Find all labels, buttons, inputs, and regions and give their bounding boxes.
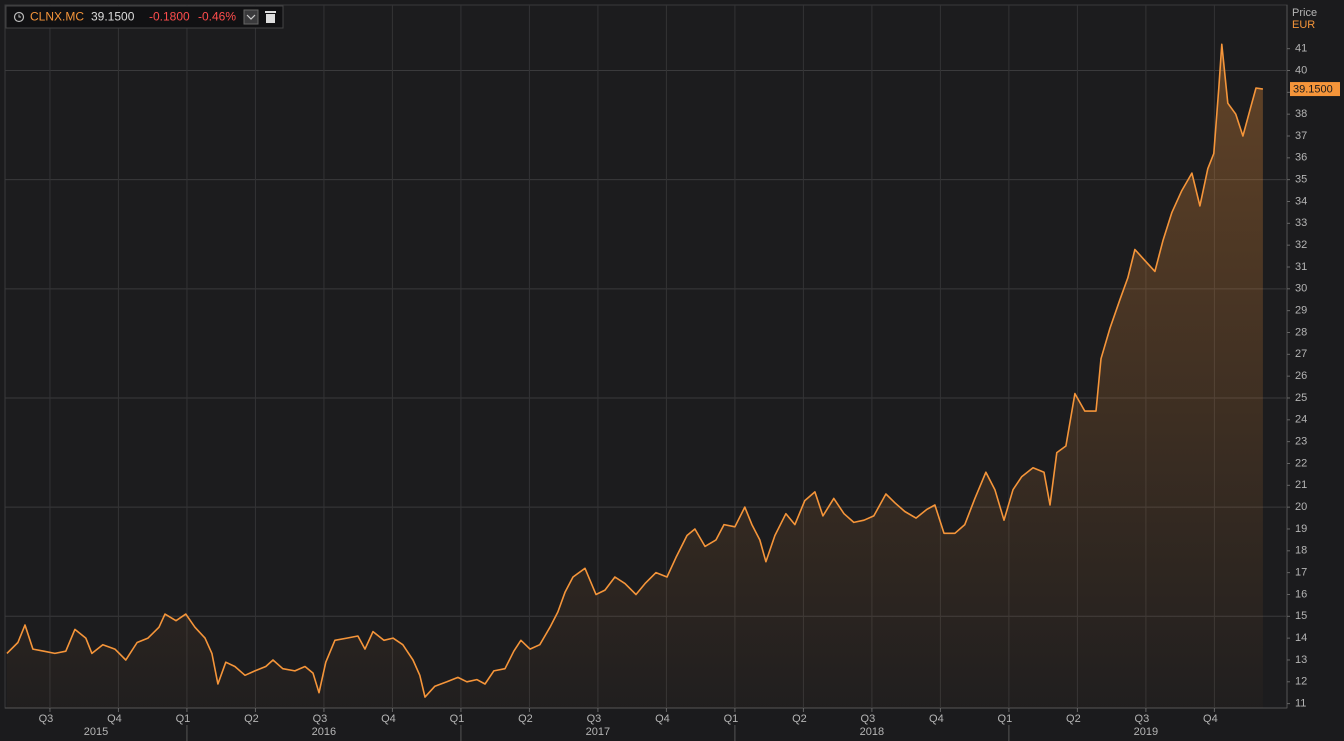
last-price: 39.1500	[91, 10, 135, 24]
price-line	[6, 43, 1264, 698]
x-tick-label: Q4	[107, 713, 122, 725]
y-tick-label: 25	[1295, 392, 1307, 404]
x-tick-label: Q3	[587, 713, 602, 725]
change: -0.1800	[149, 10, 190, 24]
y-tick-label: 15	[1295, 610, 1307, 622]
x-tick-label: Q3	[39, 713, 54, 725]
y-tick-label: 31	[1295, 261, 1307, 273]
delete-button[interactable]	[265, 11, 276, 23]
y-tick-label: 28	[1295, 326, 1307, 338]
year-label: 2016	[312, 726, 336, 738]
y-tick-label: 34	[1295, 195, 1307, 207]
y-tick-label: 13	[1295, 654, 1307, 666]
clock-icon	[13, 11, 25, 23]
y-tick-label: 32	[1295, 239, 1307, 251]
x-tick-label: Q3	[861, 713, 876, 725]
y-tick-label: 21	[1295, 479, 1307, 491]
y-tick-label: 41	[1295, 43, 1307, 55]
y-tick-label: 40	[1295, 64, 1307, 76]
last-value-label: 39.1500	[1293, 83, 1333, 95]
y-tick-label: 23	[1295, 436, 1307, 448]
x-tick-label: Q1	[176, 713, 191, 725]
y-tick-label: 26	[1295, 370, 1307, 382]
y-tick-label: 38	[1295, 108, 1307, 120]
x-tick-label: Q4	[381, 713, 396, 725]
y-tick-label: 19	[1295, 523, 1307, 535]
header-box	[5, 5, 284, 29]
x-tick-label: Q2	[792, 713, 807, 725]
y-tick-label: 11	[1295, 698, 1306, 710]
symbol: CLNX.MC	[30, 10, 84, 24]
y-tick-label: 20	[1295, 501, 1307, 513]
y-tick-label: 37	[1295, 130, 1307, 142]
x-tick-label: Q4	[655, 713, 670, 725]
y-tick-label: 12	[1295, 676, 1307, 688]
x-tick-label: Q3	[313, 713, 328, 725]
legend-header: CLNX.MC 39.1500 -0.1800 -0.46%	[5, 5, 284, 29]
area	[6, 44, 1263, 709]
x-tick-label: Q1	[724, 713, 739, 725]
y-axis-label: Price	[1292, 7, 1317, 19]
x-tick-label: Q4	[1203, 713, 1218, 725]
year-label: 2017	[586, 726, 610, 738]
x-tick-label: Q2	[1066, 713, 1081, 725]
x-tick-label: Q3	[1135, 713, 1150, 725]
y-tick-label: 27	[1295, 348, 1307, 360]
dropdown-button[interactable]	[243, 9, 259, 25]
y-tick-label: 16	[1295, 588, 1307, 600]
y-tick-label: 29	[1295, 305, 1307, 317]
trash-body	[266, 14, 275, 23]
y-tick-label: 14	[1295, 632, 1307, 644]
x-tick-label: Q2	[518, 713, 533, 725]
y-tick-label: 22	[1295, 457, 1307, 469]
x-tick-label: Q1	[450, 713, 465, 725]
x-tick-label: Q4	[929, 713, 944, 725]
dropdown-arrow	[246, 14, 256, 20]
x-tick-label: Q1	[998, 713, 1013, 725]
y-tick-label: 33	[1295, 217, 1307, 229]
y-tick-label: 17	[1295, 567, 1307, 579]
year-label: 2018	[860, 726, 884, 738]
y-tick-label: 18	[1295, 545, 1307, 557]
year-label: 2015	[84, 726, 108, 738]
axes: 11 12 13 14 15 16 17 18 19 20 21 22 23 24 25 26 27 28 29 30…	[39, 43, 1340, 741]
last-value-badge	[1290, 82, 1340, 97]
y-tick-label: 35	[1295, 174, 1307, 186]
y-tick-label: 30	[1295, 283, 1307, 295]
change-percent: -0.46%	[198, 10, 236, 24]
y-tick-label: 24	[1295, 414, 1307, 426]
trash-lid	[265, 11, 276, 13]
y-axis-unit: EUR	[1292, 19, 1315, 31]
clock-hands	[18, 14, 21, 18]
year-label: 2019	[1134, 726, 1158, 738]
x-tick-label: Q2	[244, 713, 259, 725]
marks	[6, 43, 1264, 709]
y-tick-label: 36	[1295, 152, 1307, 164]
